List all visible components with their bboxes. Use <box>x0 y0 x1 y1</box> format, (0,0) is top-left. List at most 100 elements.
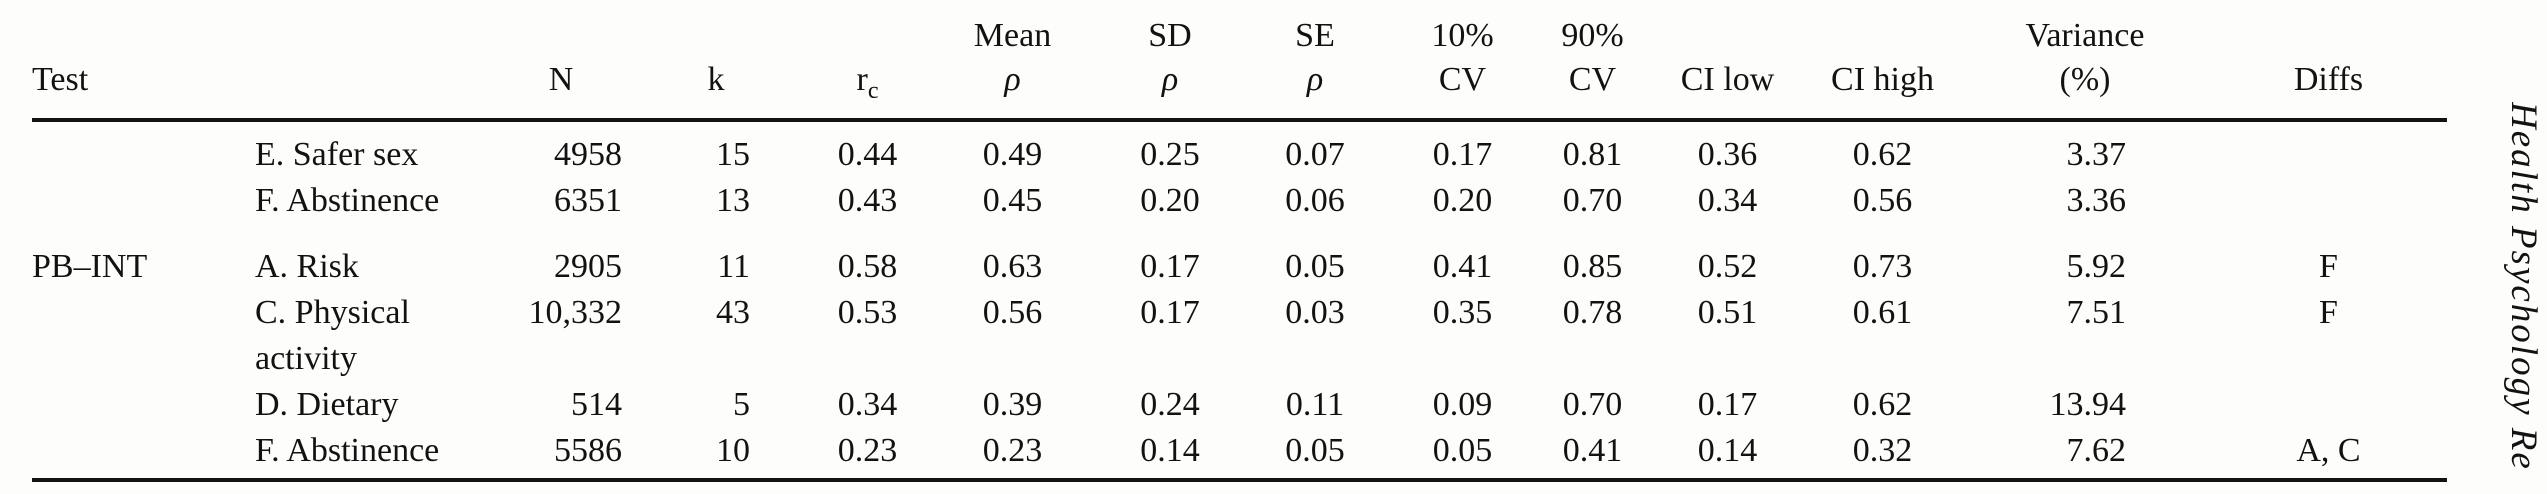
cell-cv10: 0.41 <box>1432 248 1493 285</box>
cell-variance: 7.62 <box>2066 432 2127 469</box>
cell-rc: 0.44 <box>837 136 898 173</box>
cell-subcategory: A. Risk <box>255 248 359 285</box>
cell-cv90: 0.41 <box>1562 432 1623 469</box>
cell-test <box>32 132 255 178</box>
cell-cv90: 0.85 <box>1562 248 1623 285</box>
cell-k: 13 <box>716 182 750 219</box>
header-n: N <box>500 14 622 102</box>
cell-n: 2905 <box>554 248 622 285</box>
cell-test <box>32 428 255 474</box>
table-row-pbint-risk: PB–INT A. Risk 2905 11 0.58 0.63 0.17 0.… <box>32 244 2447 290</box>
cell-diffs <box>2210 178 2447 224</box>
cell-diffs <box>2210 132 2447 178</box>
cell-sd-rho: 0.24 <box>1140 386 1200 423</box>
cell-variance: 7.51 <box>2066 294 2127 331</box>
cell-k: 10 <box>716 432 750 469</box>
cell-se-rho: 0.11 <box>1285 386 1345 423</box>
cell-n: 6351 <box>554 182 622 219</box>
cell-mean-rho: 0.45 <box>982 182 1043 219</box>
results-table: Test N k rc Mean ρ SD ρ SE ρ 10% CV 90% CV CI… <box>32 0 2447 482</box>
header-rc: rc <box>810 14 925 104</box>
cell-cv90: 0.81 <box>1562 136 1623 173</box>
cell-se-rho: 0.05 <box>1285 432 1345 469</box>
cell-ci-high: 0.61 <box>1852 294 1913 331</box>
cell-subcategory: F. Abstinence <box>255 182 440 219</box>
cell-ci-high: 0.62 <box>1852 136 1913 173</box>
cell-diffs: F <box>2319 248 2338 285</box>
cell-cv90: 0.70 <box>1562 182 1623 219</box>
cell-rc: 0.34 <box>837 386 898 423</box>
cell-se-rho: 0.07 <box>1285 136 1345 173</box>
header-n-label: N <box>548 61 574 98</box>
cell-mean-rho: 0.39 <box>982 386 1043 423</box>
cell-ci-low: 0.51 <box>1697 294 1758 331</box>
header-subcategory <box>255 14 500 102</box>
cell-se-rho: 0.03 <box>1285 294 1345 331</box>
cell-test <box>32 382 255 428</box>
cell-rc: 0.53 <box>837 294 898 331</box>
cell-sd-rho: 0.20 <box>1140 182 1200 219</box>
cell-mean-rho: 0.49 <box>982 136 1043 173</box>
cell-ci-low: 0.17 <box>1697 386 1758 423</box>
header-sd-rho: SD ρ <box>1148 17 1192 98</box>
header-variance: Variance (%) <box>2025 17 2145 98</box>
table-row-abstinence-2: F. Abstinence 5586 10 0.23 0.23 0.14 0.0… <box>32 428 2447 474</box>
header-cv10: 10% CV <box>1431 17 1494 98</box>
cell-se-rho: 0.05 <box>1285 248 1345 285</box>
cell-cv10: 0.09 <box>1432 386 1493 423</box>
cell-ci-high: 0.73 <box>1852 248 1913 285</box>
cell-k: 43 <box>716 294 750 331</box>
cell-test <box>32 290 255 382</box>
cell-variance: 13.94 <box>2049 386 2127 423</box>
cell-cv90: 0.78 <box>1562 294 1623 331</box>
cell-ci-low: 0.52 <box>1697 248 1758 285</box>
header-mean-rho: Mean ρ <box>973 17 1052 98</box>
table-header-row: Test N k rc Mean ρ SD ρ SE ρ 10% CV 90% CV CI… <box>32 0 2447 122</box>
header-rc-label: rc <box>856 61 879 104</box>
header-k-label: k <box>707 61 725 98</box>
cell-diffs <box>2210 382 2447 428</box>
header-test-label: Test <box>32 61 89 98</box>
cell-diffs: F <box>2319 294 2338 331</box>
cell-subcategory: D. Dietary <box>255 386 399 423</box>
cell-ci-high: 0.32 <box>1852 432 1913 469</box>
cell-test <box>32 178 255 224</box>
cell-diffs: A, C <box>2296 432 2361 469</box>
cell-mean-rho: 0.63 <box>982 248 1043 285</box>
cell-mean-rho: 0.23 <box>982 432 1043 469</box>
cell-variance: 3.36 <box>2066 182 2127 219</box>
cell-ci-low: 0.34 <box>1697 182 1758 219</box>
cell-n: 10,332 <box>528 294 623 331</box>
header-cv90: 90% CV <box>1561 17 1624 98</box>
header-test: Test <box>32 14 255 102</box>
header-ci-low: CI low <box>1680 61 1775 98</box>
cell-ci-high: 0.62 <box>1852 386 1913 423</box>
cell-k: 5 <box>733 386 750 423</box>
cell-cv90: 0.70 <box>1562 386 1623 423</box>
table-row-safer-sex: E. Safer sex 4958 15 0.44 0.49 0.25 0.07… <box>32 132 2447 178</box>
header-diffs: Diffs <box>2293 61 2364 98</box>
cell-cv10: 0.20 <box>1432 182 1493 219</box>
cell-subcategory: E. Safer sex <box>255 136 419 173</box>
cell-variance: 5.92 <box>2066 248 2127 285</box>
table-row-abstinence-1: F. Abstinence 6351 13 0.43 0.45 0.20 0.0… <box>32 178 2447 224</box>
cell-sd-rho: 0.25 <box>1140 136 1200 173</box>
cell-rc: 0.23 <box>837 432 898 469</box>
cell-k: 11 <box>717 248 750 285</box>
cell-rc: 0.43 <box>837 182 898 219</box>
cell-cv10: 0.05 <box>1432 432 1493 469</box>
cell-test-group-label: PB–INT <box>32 248 148 285</box>
cell-se-rho: 0.06 <box>1285 182 1345 219</box>
cell-mean-rho: 0.56 <box>982 294 1043 331</box>
header-k: k <box>622 14 810 102</box>
table-body: E. Safer sex 4958 15 0.44 0.49 0.25 0.07… <box>32 122 2447 482</box>
cell-sd-rho: 0.17 <box>1140 294 1200 331</box>
header-se-rho: SE ρ <box>1295 17 1335 98</box>
cell-n: 5586 <box>554 432 622 469</box>
cell-subcategory: C. Physical activity <box>255 294 410 377</box>
cell-n: 4958 <box>554 136 622 173</box>
cell-ci-high: 0.56 <box>1852 182 1913 219</box>
cell-rc: 0.58 <box>837 248 898 285</box>
cell-subcategory: F. Abstinence <box>255 432 440 469</box>
cell-ci-low: 0.14 <box>1697 432 1758 469</box>
